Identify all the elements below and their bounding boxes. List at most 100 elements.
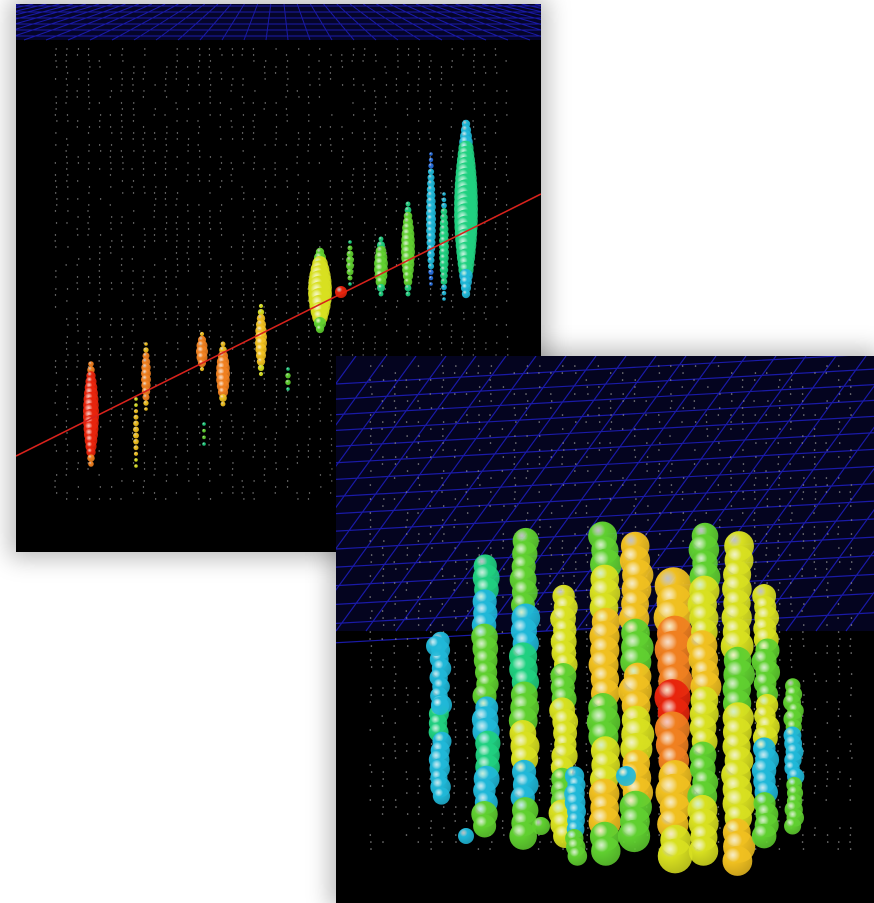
dom-hit [134,403,138,407]
dom-hit [348,240,352,244]
dom-hit [440,278,448,285]
dom-hit [427,263,435,270]
dom-hit [219,394,227,402]
dom-hit [315,324,325,334]
dom-hit [143,400,149,406]
dom-hit [532,817,550,835]
dom-hit [142,393,150,401]
dom-hit [591,836,621,866]
dom-hit [133,451,139,456]
cascade-event-panel [336,356,874,903]
dom-hit [133,409,139,414]
dom-hit [442,192,446,196]
dom-hit [426,238,436,248]
dom-hit [439,265,449,275]
dom-hit [784,817,802,835]
dom-hit [404,284,412,292]
dom-hit [375,276,387,288]
track-event-display [16,4,541,500]
dom-hit [428,163,434,169]
detector-strings [54,48,509,500]
dom-hit [404,206,412,214]
dom-hit [440,213,448,222]
dom-hit [134,458,138,462]
dom-hit [461,289,471,299]
dom-hit [87,454,95,462]
dom-hit [202,442,206,446]
dom-hit [405,291,411,297]
dom-hit [347,245,353,251]
dom-hit [427,256,435,264]
dom-hit [460,282,472,294]
dom-hit [348,282,352,286]
dom-hit [378,291,384,297]
dom-hit [431,697,449,715]
dom-hit [141,380,151,391]
dom-hit [657,838,693,874]
dom-hit [616,766,636,786]
dom-hit [133,438,139,445]
dom-hit [88,361,94,367]
dom-hit [441,202,447,209]
dom-hit [286,387,290,391]
cascade-event-display [336,356,874,876]
dom-hit [567,846,588,866]
dom-hit [202,435,206,440]
dom-hit [346,256,354,264]
dom-hit [133,414,139,420]
dom-hit [220,401,226,407]
dom-hit [426,636,446,656]
dom-hit [440,271,448,280]
dom-hit [429,282,433,286]
dom-hit [88,461,94,467]
dom-hit [202,428,206,433]
dom-hit [257,308,265,316]
dom-hit [347,275,353,281]
dom-hit [217,386,229,398]
dom-hit [258,371,264,377]
dom-hit [134,464,138,468]
dom-hit [427,168,435,175]
dom-hit [688,836,719,866]
dom-hit [427,179,435,188]
dom-hit [133,445,139,451]
dom-hit [441,197,447,203]
dom-hit [429,152,433,156]
dom-hit [133,426,139,433]
reconstructed-track-line [16,193,541,457]
dom-hit [142,352,150,360]
dom-hit [144,342,148,346]
dom-hit [133,420,139,427]
dom-hit [346,262,354,270]
dom-hit [440,208,448,215]
dom-hit [255,350,267,361]
dom-hit [285,372,291,379]
dom-hit [346,250,354,258]
dom-hit [427,174,435,182]
dom-hit [258,303,264,309]
dom-hit [378,236,384,242]
dom-hit [285,379,291,386]
dom-hit [458,828,474,844]
dom-hit [473,814,497,838]
dom-hit [220,341,226,347]
dom-hit [86,447,96,457]
dom-hit [441,284,447,291]
dom-hit [432,787,451,805]
dom-hit [405,201,411,207]
dom-hit [427,250,435,259]
dom-hit [133,432,139,439]
dom-hit [257,364,265,372]
dom-hit [202,422,206,426]
dom-hit [199,366,205,372]
dom-hit [428,157,434,163]
dom-hit [196,351,208,363]
dom-hit [376,283,386,292]
dom-hit [335,286,347,298]
dom-hit [428,275,434,281]
dom-hit [618,819,651,853]
dom-hit [751,823,777,849]
dom-hit [403,277,413,287]
dom-hit [286,367,290,371]
dom-hit [428,269,434,275]
